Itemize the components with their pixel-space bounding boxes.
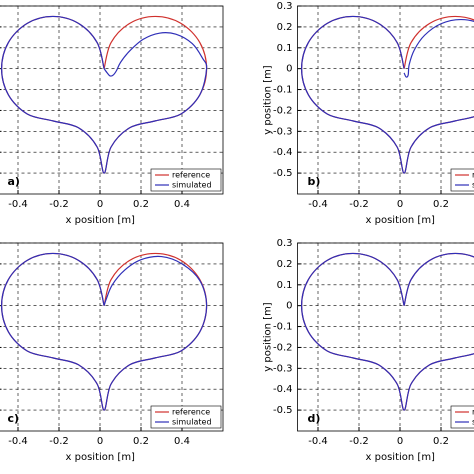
y-tick-label: 0 bbox=[286, 301, 292, 312]
y-tick-label: -0.2 bbox=[273, 105, 293, 116]
y-tick-label: 0.2 bbox=[277, 259, 293, 270]
plot-area bbox=[0, 243, 223, 431]
plot-area bbox=[297, 243, 474, 431]
legend-box bbox=[450, 168, 474, 192]
y-tick-label: -0.3 bbox=[273, 126, 293, 137]
x-tick-label: 0.4 bbox=[174, 436, 190, 447]
axes-frame bbox=[297, 5, 474, 195]
legend-label: reference bbox=[472, 408, 474, 417]
y-tick-label: -0.1 bbox=[273, 85, 293, 96]
y-tick-label: -0.5 bbox=[273, 168, 293, 179]
panel: -0.4-0.200.20.40.30.20.10-0.1-0.2-0.3-0.… bbox=[263, 238, 474, 463]
legend-label: reference bbox=[472, 171, 474, 180]
x-tick-label: -0.4 bbox=[8, 436, 28, 447]
data-line bbox=[300, 252, 474, 411]
x-tick-label: -0.2 bbox=[349, 436, 369, 447]
panel: -0.4-0.200.20.40.30.20.10-0.1-0.2-0.3-0.… bbox=[263, 1, 474, 226]
plot-area bbox=[0, 6, 223, 194]
y-tick-label: -0.5 bbox=[273, 405, 293, 416]
data-line bbox=[300, 15, 474, 174]
x-axis-label: x position [m] bbox=[366, 452, 436, 463]
panel-label: c) bbox=[8, 412, 20, 425]
y-tick-label: 0 bbox=[286, 64, 292, 75]
y-tick-label: -0.2 bbox=[273, 342, 293, 353]
x-axis-label: x position [m] bbox=[366, 215, 436, 226]
legend-box bbox=[450, 405, 474, 429]
x-tick-label: 0 bbox=[97, 436, 103, 447]
panel-label: a) bbox=[8, 175, 20, 188]
panel-label: d) bbox=[308, 412, 321, 425]
x-tick-label: 0 bbox=[97, 199, 103, 210]
x-tick-label: -0.2 bbox=[49, 199, 69, 210]
y-tick-label: 0.3 bbox=[277, 238, 293, 249]
x-axis-label: x position [m] bbox=[66, 452, 136, 463]
y-tick-label: -0.4 bbox=[273, 147, 293, 158]
x-tick-label: -0.4 bbox=[8, 199, 28, 210]
data-line bbox=[0, 15, 208, 174]
x-tick-label: -0.2 bbox=[49, 436, 69, 447]
legend-label: simulated bbox=[172, 181, 212, 190]
y-tick-label: 0.1 bbox=[277, 43, 293, 54]
y-axis-label: y position [m] bbox=[263, 302, 274, 372]
y-tick-label: -0.3 bbox=[273, 363, 293, 374]
panel: -0.4-0.200.20.40.30.20.10-0.1-0.2-0.3-0.… bbox=[0, 242, 224, 463]
legend-label: simulated bbox=[472, 418, 474, 427]
y-tick-label: 0.1 bbox=[277, 280, 293, 291]
y-tick-label: -0.4 bbox=[273, 384, 293, 395]
data-line bbox=[0, 252, 208, 411]
x-tick-label: 0.2 bbox=[133, 436, 149, 447]
x-tick-label: 0.2 bbox=[433, 199, 449, 210]
x-tick-label: 0.2 bbox=[433, 436, 449, 447]
x-tick-label: -0.2 bbox=[349, 199, 369, 210]
plot-area bbox=[297, 6, 474, 194]
legend-label: reference bbox=[172, 408, 210, 417]
axes-frame bbox=[0, 5, 224, 195]
y-tick-label: 0.2 bbox=[277, 22, 293, 33]
panel-label: b) bbox=[308, 175, 321, 188]
x-tick-label: 0 bbox=[397, 436, 403, 447]
x-axis-label: x position [m] bbox=[66, 215, 136, 226]
x-tick-label: 0.4 bbox=[174, 199, 190, 210]
x-tick-label: 0.2 bbox=[133, 199, 149, 210]
y-axis-label: y position [m] bbox=[263, 65, 274, 135]
axes-frame bbox=[297, 242, 474, 432]
axes-frame bbox=[0, 242, 224, 432]
panel: -0.4-0.200.20.40.30.20.10-0.1-0.2-0.3-0.… bbox=[0, 5, 224, 226]
x-tick-label: -0.4 bbox=[308, 199, 328, 210]
legend-label: simulated bbox=[172, 418, 212, 427]
legend-label: simulated bbox=[472, 181, 474, 190]
y-tick-label: 0.3 bbox=[277, 1, 293, 12]
legend-label: reference bbox=[172, 171, 210, 180]
x-tick-label: -0.4 bbox=[308, 436, 328, 447]
x-tick-label: 0 bbox=[397, 199, 403, 210]
y-tick-label: -0.1 bbox=[273, 322, 293, 333]
